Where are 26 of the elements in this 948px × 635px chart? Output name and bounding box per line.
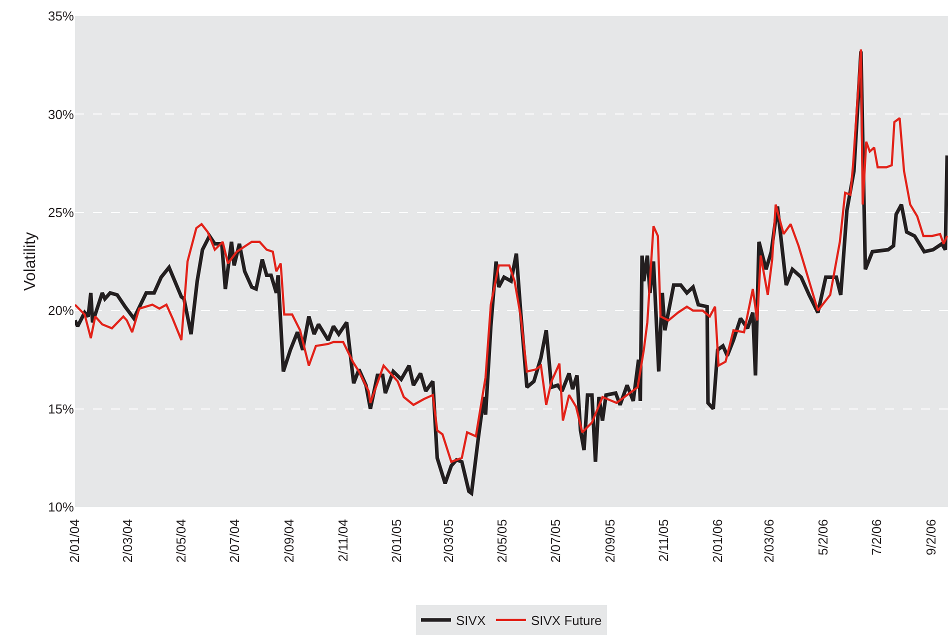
x-tick-label: 2/01/06	[710, 519, 725, 563]
x-tick-label: 2/03/05	[440, 519, 456, 563]
x-tick-label: 9/2/06	[924, 519, 939, 556]
y-tick-label: 20%	[48, 303, 74, 318]
y-tick-label: 10%	[48, 500, 74, 515]
x-tick-label: 2/07/05	[548, 519, 564, 563]
x-tick-label: 2/09/05	[602, 519, 618, 563]
y-tick-label: 35%	[48, 8, 74, 24]
legend-label: SIVX	[456, 613, 486, 628]
x-tick-label: 2/05/04	[174, 519, 189, 563]
y-tick-label: 15%	[48, 401, 74, 416]
y-tick-label: 30%	[48, 106, 74, 122]
x-tick-label: 2/01/05	[388, 519, 404, 563]
x-tick-label: 2/09/04	[282, 519, 297, 563]
x-tick-label: 2/07/04	[227, 519, 242, 563]
x-tick-label: 5/2/06	[815, 519, 830, 556]
x-tick-label: 2/01/04	[67, 519, 82, 563]
x-tick-label: 2/03/04	[120, 519, 135, 563]
x-tick-label: 2/11/04	[335, 519, 350, 562]
legend-label: SIVX Future	[530, 613, 602, 628]
x-tick-label: 2/11/05	[656, 519, 672, 562]
x-tick-label: 2/05/05	[494, 519, 510, 563]
x-tick-label: 7/2/06	[869, 519, 884, 556]
y-axis-title: Volatility	[22, 232, 39, 291]
x-tick-label: 2/03/06	[762, 519, 777, 563]
y-tick-label: 25%	[48, 204, 74, 220]
